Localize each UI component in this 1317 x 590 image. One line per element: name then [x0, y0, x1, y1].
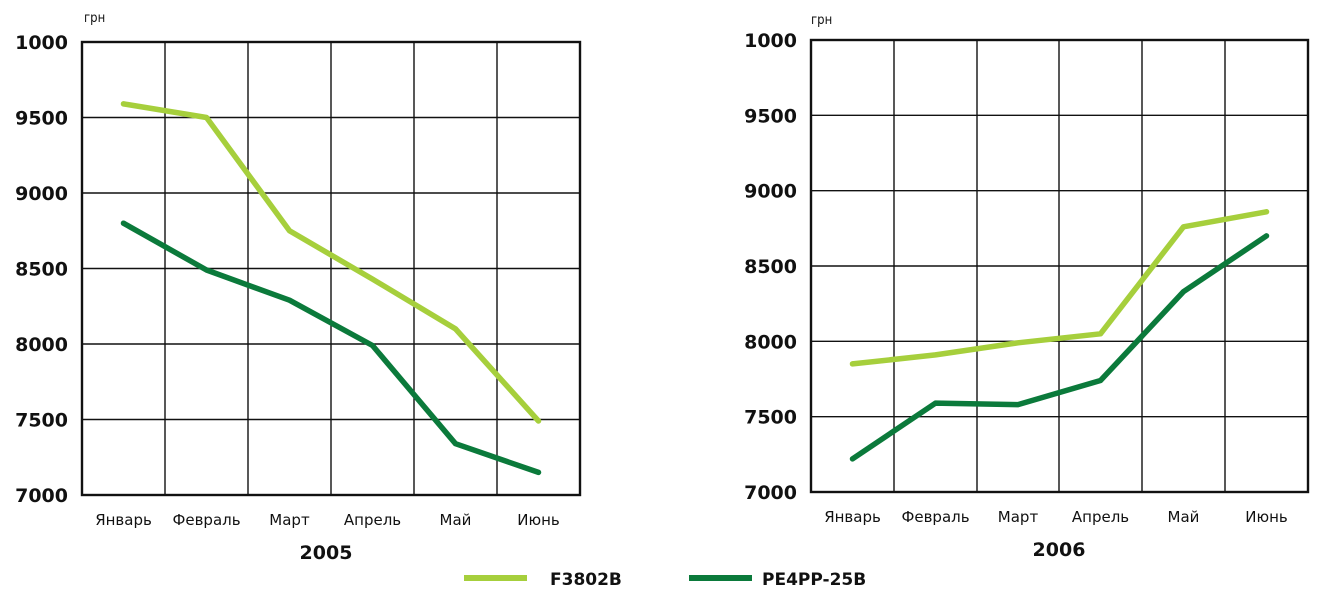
data-point [121, 220, 126, 226]
unit-label: грн [811, 13, 832, 28]
unit-label: грн [84, 11, 105, 26]
series-line-PE4PP-25B [849, 233, 1270, 462]
chart-2006: грн 7000 7500 8000 8500 9000 9500 1000 Январь Фев… [744, 13, 1310, 561]
x-tick-label: Март [269, 511, 310, 529]
y-tick-label: 8000 [15, 334, 68, 356]
series-line-F3802B [120, 101, 542, 424]
data-point [1098, 378, 1103, 384]
x-tick-label: Апрель [344, 511, 401, 529]
series-line-F3802B [849, 209, 1270, 367]
y-tick-label: 9000 [15, 183, 68, 205]
chart-title: 2006 [1033, 539, 1086, 561]
y-tick-label: 7000 [744, 482, 797, 504]
plot-frame [80, 40, 582, 497]
legend-label: PE4PP-25B [762, 570, 866, 590]
data-point [536, 418, 541, 424]
data-point [850, 456, 855, 462]
y-tick-label: 1000 [15, 32, 68, 54]
data-point [1015, 340, 1021, 346]
y-tick-label: 9500 [744, 105, 797, 127]
x-tick-label: Февраль [901, 508, 969, 526]
data-point [1181, 289, 1186, 295]
plot-frame [809, 38, 1310, 494]
data-point [1181, 224, 1186, 230]
data-point [453, 441, 458, 447]
data-point [850, 361, 855, 367]
data-point [933, 400, 938, 406]
data-point [121, 101, 126, 107]
data-point [453, 326, 458, 332]
legend: F3802B PE4PP-25B [464, 570, 866, 590]
data-point [287, 228, 292, 234]
x-tick-label: Апрель [1072, 508, 1129, 526]
y-tick-label: 9000 [744, 181, 797, 203]
data-point [536, 469, 541, 475]
x-tick-label: Июнь [1245, 508, 1288, 526]
x-tick-label: Май [440, 511, 472, 529]
data-point [1015, 402, 1021, 408]
y-tick-label: 8500 [744, 256, 797, 278]
y-tick-label: 9500 [15, 108, 68, 130]
y-tick-label: 8000 [744, 331, 797, 353]
y-tick-label: 7000 [15, 485, 68, 507]
chart-title: 2005 [300, 542, 353, 564]
series-line-PE4PP-25B [120, 220, 542, 476]
y-tick-label: 8500 [15, 259, 68, 281]
chart-2005: грн 7000 7500 8000 8500 9000 9500 1000 Январь Фев… [15, 11, 582, 564]
data-point [287, 297, 292, 303]
data-point [370, 343, 375, 349]
data-point [370, 276, 375, 282]
data-point [1098, 331, 1103, 337]
data-point [204, 115, 209, 120]
y-tick-label: 7500 [15, 410, 68, 432]
legend-label: F3802B [550, 570, 622, 590]
data-point [933, 352, 938, 358]
x-tick-label: Май [1168, 508, 1200, 526]
y-tick-label: 7500 [744, 407, 797, 429]
x-tick-label: Февраль [172, 511, 240, 529]
data-point [1264, 209, 1269, 215]
x-tick-label: Январь [95, 511, 152, 529]
x-tick-label: Март [998, 508, 1039, 526]
x-tick-label: Январь [824, 508, 881, 526]
data-point [1264, 233, 1269, 239]
y-tick-label: 1000 [744, 30, 797, 52]
data-point [204, 267, 209, 273]
x-tick-label: Июнь [517, 511, 560, 529]
